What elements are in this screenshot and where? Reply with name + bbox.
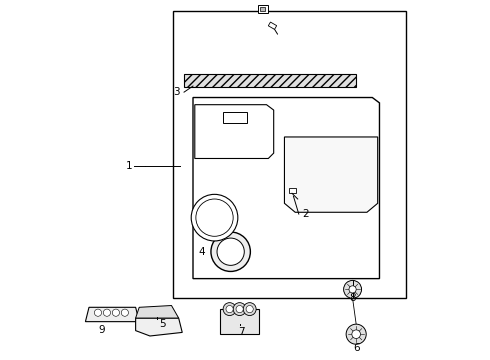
- Bar: [173, 12, 406, 298]
- Text: 2: 2: [303, 209, 309, 219]
- Circle shape: [352, 330, 361, 338]
- Bar: [220, 309, 259, 334]
- Circle shape: [211, 232, 250, 271]
- Circle shape: [243, 303, 256, 316]
- Bar: [223, 112, 247, 123]
- Bar: [289, 188, 295, 193]
- Text: 6: 6: [353, 343, 360, 353]
- Polygon shape: [136, 306, 179, 318]
- PathPatch shape: [193, 98, 379, 279]
- Text: 5: 5: [159, 319, 166, 329]
- Text: 4: 4: [198, 247, 205, 257]
- Text: 3: 3: [173, 87, 180, 97]
- Bar: [258, 5, 268, 13]
- Bar: [184, 74, 356, 87]
- Circle shape: [103, 309, 111, 316]
- Bar: [269, 22, 277, 30]
- Text: 9: 9: [98, 325, 105, 335]
- Polygon shape: [136, 318, 182, 336]
- PathPatch shape: [195, 105, 274, 158]
- Circle shape: [196, 199, 233, 236]
- Circle shape: [349, 286, 356, 293]
- Circle shape: [217, 238, 245, 265]
- Circle shape: [236, 306, 243, 313]
- Circle shape: [112, 309, 120, 316]
- Circle shape: [226, 306, 233, 313]
- Text: 8: 8: [349, 293, 356, 303]
- Polygon shape: [85, 307, 139, 321]
- Circle shape: [233, 303, 246, 316]
- PathPatch shape: [285, 137, 378, 212]
- Circle shape: [122, 309, 128, 316]
- Circle shape: [343, 280, 362, 298]
- Text: 7: 7: [238, 327, 245, 337]
- Circle shape: [191, 194, 238, 241]
- Bar: [260, 7, 266, 12]
- Circle shape: [95, 309, 101, 316]
- Circle shape: [223, 303, 236, 316]
- Circle shape: [346, 324, 366, 344]
- Circle shape: [246, 306, 253, 313]
- Text: 1: 1: [126, 161, 132, 171]
